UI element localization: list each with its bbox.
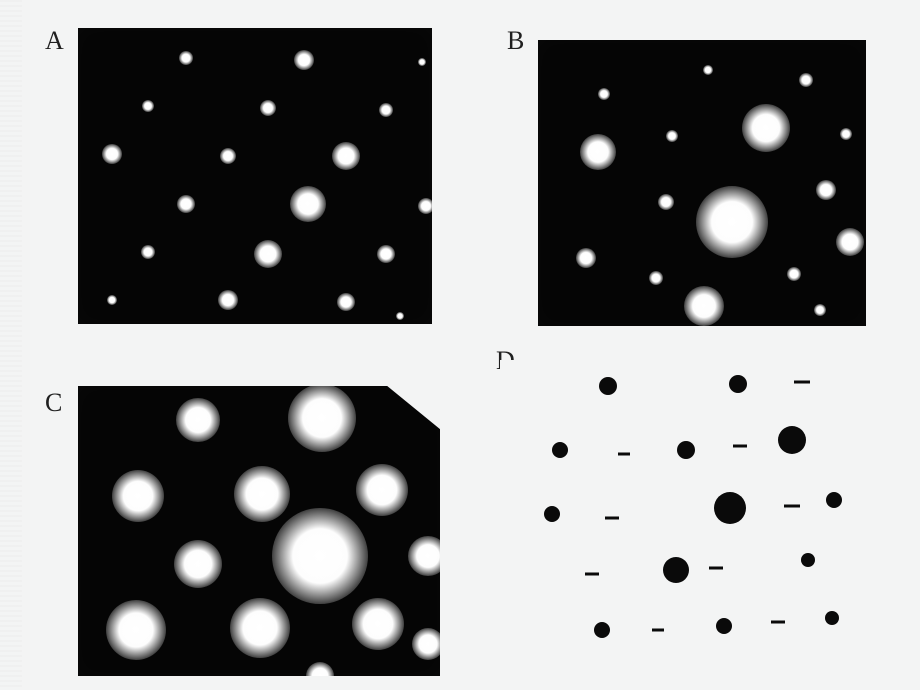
diffraction-spot — [377, 245, 395, 263]
schematic-dash — [652, 629, 664, 632]
diffraction-spot — [379, 103, 393, 117]
schematic-dash — [605, 517, 619, 520]
schematic-dot — [552, 442, 568, 458]
diffraction-spot — [174, 540, 222, 588]
panel-label-c: C — [45, 388, 62, 418]
schematic-dash — [784, 505, 800, 508]
binding-texture — [0, 0, 22, 690]
diffraction-spot — [272, 508, 368, 604]
diffraction-spot — [218, 290, 238, 310]
schematic-dot — [594, 622, 610, 638]
schematic-dot — [826, 492, 842, 508]
diffraction-spot — [106, 600, 166, 660]
diffraction-spot — [598, 88, 610, 100]
schematic-dash — [794, 381, 810, 384]
diffraction-spot — [306, 662, 334, 676]
diffraction-spot — [234, 466, 290, 522]
figure-page: A B C D — [0, 0, 920, 690]
schematic-dash — [618, 453, 630, 456]
schematic-dash — [709, 567, 723, 570]
diffraction-spot — [107, 295, 117, 305]
diffraction-spot — [290, 186, 326, 222]
panel-b-diffraction — [538, 40, 866, 326]
diffraction-spot — [112, 470, 164, 522]
diffraction-spot — [703, 65, 713, 75]
schematic-dot — [599, 377, 617, 395]
diffraction-spot — [141, 245, 155, 259]
schematic-dot — [801, 553, 815, 567]
diffraction-spot — [696, 186, 768, 258]
diffraction-spot — [254, 240, 282, 268]
panel-c-diffraction — [78, 386, 440, 676]
diffraction-spot — [580, 134, 616, 170]
diffraction-spot — [220, 148, 236, 164]
panel-label-b: B — [507, 26, 524, 56]
schematic-dot — [714, 492, 746, 524]
diffraction-spot — [658, 194, 674, 210]
schematic-dot — [677, 441, 695, 459]
diffraction-spot — [799, 73, 813, 87]
diffraction-spot — [742, 104, 790, 152]
diffraction-spot — [814, 304, 826, 316]
diffraction-spot — [649, 271, 663, 285]
diffraction-spot — [337, 293, 355, 311]
diffraction-spot — [177, 195, 195, 213]
diffraction-spot — [836, 228, 864, 256]
schematic-dot — [778, 426, 806, 454]
diffraction-spot — [356, 464, 408, 516]
schematic-dot — [729, 375, 747, 393]
diffraction-spot — [294, 50, 314, 70]
diffraction-spot — [412, 628, 440, 660]
diffraction-spot — [816, 180, 836, 200]
diffraction-spot — [408, 536, 440, 576]
schematic-dot — [663, 557, 689, 583]
diffraction-spot — [179, 51, 193, 65]
diffraction-spot — [396, 312, 404, 320]
panel-d-schematic — [500, 360, 880, 660]
diffraction-spot — [576, 248, 596, 268]
schematic-dot — [716, 618, 732, 634]
diffraction-spot — [787, 267, 801, 281]
schematic-dash — [585, 573, 599, 576]
schematic-dash — [733, 445, 747, 448]
diffraction-spot — [176, 398, 220, 442]
diffraction-spot — [102, 144, 122, 164]
diffraction-spot — [418, 58, 426, 66]
schematic-dot — [825, 611, 839, 625]
schematic-dot — [544, 506, 560, 522]
diffraction-spot — [230, 598, 290, 658]
clipped-corner — [386, 386, 440, 430]
panel-a-diffraction — [78, 28, 432, 324]
diffraction-spot — [260, 100, 276, 116]
diffraction-spot — [288, 386, 356, 452]
diffraction-spot — [332, 142, 360, 170]
diffraction-spot — [352, 598, 404, 650]
diffraction-spot — [418, 198, 432, 214]
diffraction-spot — [684, 286, 724, 326]
diffraction-spot — [666, 130, 678, 142]
panel-label-a: A — [45, 26, 64, 56]
schematic-dash — [771, 621, 785, 624]
diffraction-spot — [142, 100, 154, 112]
diffraction-spot — [840, 128, 852, 140]
